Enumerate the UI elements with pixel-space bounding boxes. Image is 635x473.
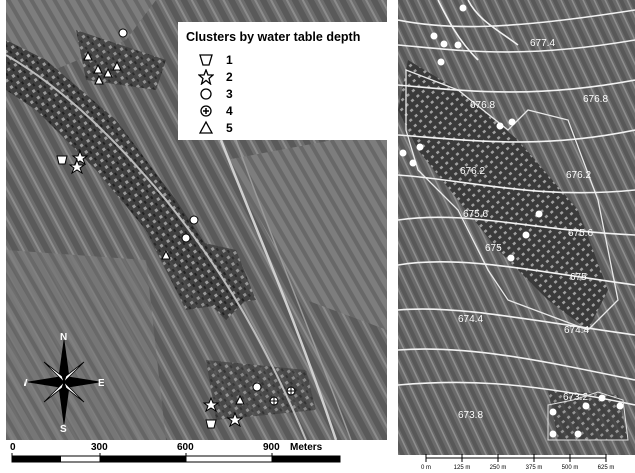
cluster-5-marker bbox=[94, 74, 104, 85]
scale-tick: 0 bbox=[10, 442, 16, 453]
legend-item-label: 1 bbox=[226, 53, 233, 67]
legend-item-label: 3 bbox=[226, 87, 233, 101]
scale-bar-graphic bbox=[11, 453, 341, 463]
cluster-4-marker bbox=[269, 396, 279, 406]
cluster-5-marker bbox=[161, 249, 171, 260]
contour-label: 676.8 bbox=[470, 100, 495, 111]
legend-item-2: 2 bbox=[198, 69, 233, 85]
contour-label: 675.6 bbox=[463, 209, 488, 220]
scale-tick: 300 bbox=[91, 442, 108, 453]
cluster-5-marker bbox=[83, 50, 93, 61]
cluster-5-marker bbox=[103, 67, 113, 78]
cluster-1-marker bbox=[205, 419, 217, 429]
cluster-3-marker bbox=[181, 233, 191, 243]
cluster-3-marker bbox=[189, 215, 199, 225]
cluster-3-marker bbox=[118, 28, 128, 38]
triangle-icon bbox=[198, 120, 214, 134]
scale-tick: 900 bbox=[263, 442, 280, 453]
cluster-2-marker bbox=[202, 396, 220, 413]
cross-circle-icon bbox=[200, 105, 212, 117]
contour-label: 674.4 bbox=[564, 325, 589, 336]
aerial-imagery-right: 677.4 676.8 676.2 675.6 675 674.4 673.8 … bbox=[398, 0, 635, 471]
scale-tick: 600 bbox=[177, 442, 194, 453]
contour-label: 673.2 bbox=[563, 392, 588, 403]
contour-label: 675.6 bbox=[568, 228, 593, 239]
star-icon bbox=[198, 69, 214, 85]
cluster-3-marker bbox=[252, 382, 262, 392]
cluster-symbols bbox=[56, 28, 296, 429]
right-scale-tick: 625 m bbox=[598, 465, 615, 471]
north-arrow-icon: N S W E bbox=[24, 332, 104, 432]
right-scale-tick: 125 m bbox=[454, 465, 471, 471]
legend-item-label: 5 bbox=[226, 121, 233, 135]
cluster-2-marker bbox=[226, 411, 244, 428]
right-scale-tick: 250 m bbox=[490, 465, 507, 471]
legend-item-5: 5 bbox=[198, 120, 233, 136]
legend: Clusters by water table depth 1 2 3 4 5 bbox=[178, 22, 387, 140]
contour-label: 674.4 bbox=[458, 314, 483, 325]
contour-label: 676.8 bbox=[583, 94, 608, 105]
legend-item-1: 1 bbox=[198, 52, 233, 68]
cluster-5-marker bbox=[112, 60, 122, 71]
legend-item-label: 4 bbox=[226, 104, 233, 118]
cluster-2-marker bbox=[68, 158, 86, 175]
cluster-map-panel: N S W E Clusters by water table depth 1 … bbox=[6, 0, 387, 465]
contour-map-panel: 677.4 676.8 676.2 675.6 675 674.4 673.8 … bbox=[398, 0, 635, 471]
compass-e-label: E bbox=[98, 378, 104, 389]
scale-unit: Meters bbox=[290, 442, 323, 453]
cluster-5-marker bbox=[235, 394, 245, 405]
compass-n-label: N bbox=[60, 332, 67, 343]
trapezoid-icon bbox=[199, 54, 213, 66]
contour-label: 677.4 bbox=[530, 38, 555, 49]
right-scale-tick: 375 m bbox=[526, 465, 543, 471]
contour-label: 675 bbox=[570, 272, 587, 283]
cluster-1-marker bbox=[56, 155, 68, 165]
cluster-4-marker bbox=[286, 386, 296, 396]
scale-bar-left: 0 300 600 900 Meters bbox=[0, 440, 387, 471]
compass-w-label: W bbox=[24, 378, 28, 389]
right-scale-tick: 500 m bbox=[562, 465, 579, 471]
compass-s-label: S bbox=[60, 424, 67, 432]
circle-icon bbox=[200, 88, 212, 100]
contour-label: 673.8 bbox=[458, 410, 483, 421]
legend-title: Clusters by water table depth bbox=[186, 30, 361, 44]
cluster-5-marker bbox=[93, 63, 103, 74]
contour-label: 676.2 bbox=[566, 170, 591, 181]
legend-item-4: 4 bbox=[198, 103, 233, 119]
right-scale-tick: 0 m bbox=[421, 465, 431, 471]
legend-item-label: 2 bbox=[226, 70, 233, 84]
contour-label: 676.2 bbox=[460, 166, 485, 177]
contour-label: 675 bbox=[485, 243, 502, 254]
cluster-2-marker bbox=[71, 149, 89, 166]
legend-item-3: 3 bbox=[198, 86, 233, 102]
